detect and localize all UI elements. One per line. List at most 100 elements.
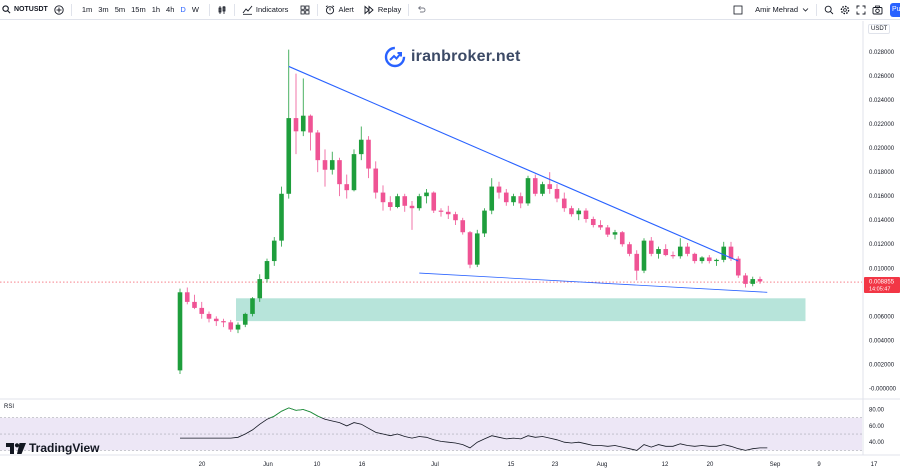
candle-up[interactable]: [511, 196, 516, 203]
candle-up[interactable]: [235, 324, 241, 330]
candle-down[interactable]: [663, 249, 669, 256]
timeframe-w[interactable]: W: [191, 5, 199, 14]
support-trendline[interactable]: [419, 272, 768, 293]
candle-up[interactable]: [489, 186, 495, 211]
alert-button[interactable]: Alert: [322, 0, 356, 20]
candle-down[interactable]: [221, 321, 226, 323]
timeframe-4h[interactable]: 4h: [166, 5, 175, 14]
candle-down[interactable]: [590, 219, 596, 226]
publish-button[interactable]: Pu: [890, 3, 900, 17]
candle-up[interactable]: [242, 313, 248, 325]
candle-down[interactable]: [438, 210, 444, 212]
candle-up[interactable]: [750, 279, 756, 284]
candle-down[interactable]: [402, 196, 408, 206]
candle-down[interactable]: [409, 205, 415, 209]
candle-down[interactable]: [373, 168, 379, 193]
candle-down[interactable]: [648, 240, 654, 254]
candle-down[interactable]: [670, 255, 676, 257]
candle-up[interactable]: [699, 257, 705, 262]
candle-up[interactable]: [677, 246, 683, 257]
candle-down[interactable]: [706, 257, 712, 262]
candle-down[interactable]: [192, 301, 197, 308]
candle-up[interactable]: [540, 184, 545, 194]
candle-down[interactable]: [496, 186, 502, 193]
candle-up[interactable]: [714, 259, 719, 262]
candle-down[interactable]: [199, 307, 205, 314]
candle-up[interactable]: [641, 240, 647, 271]
candle-up[interactable]: [358, 139, 364, 155]
candle-up[interactable]: [416, 196, 422, 209]
timeframe-1h[interactable]: 1h: [151, 5, 161, 14]
chart-type-button[interactable]: [214, 0, 230, 20]
settings-button[interactable]: [837, 0, 853, 20]
candle-down[interactable]: [757, 279, 763, 282]
candle-up[interactable]: [424, 192, 429, 197]
timeframe-5m[interactable]: 5m: [114, 5, 126, 14]
timeframe-d[interactable]: D: [180, 5, 186, 14]
candle-down[interactable]: [728, 246, 734, 259]
candle-down[interactable]: [532, 178, 538, 194]
candle-up[interactable]: [300, 115, 306, 132]
fullscreen-button[interactable]: [853, 0, 869, 20]
candle-down[interactable]: [366, 139, 371, 169]
candle-down[interactable]: [619, 232, 625, 245]
candle-down[interactable]: [605, 227, 611, 235]
candle-down[interactable]: [213, 318, 219, 322]
candle-down[interactable]: [228, 322, 234, 330]
candle-down[interactable]: [634, 253, 640, 271]
candle-up[interactable]: [576, 210, 582, 215]
candle-up[interactable]: [257, 279, 263, 299]
resistance-trendline[interactable]: [288, 65, 739, 262]
candle-down[interactable]: [467, 232, 473, 265]
candle-down[interactable]: [460, 220, 466, 233]
candle-down[interactable]: [569, 208, 574, 215]
candle-down[interactable]: [453, 214, 458, 221]
candle-down[interactable]: [598, 225, 603, 228]
candle-down[interactable]: [627, 244, 632, 254]
candle-down[interactable]: [685, 246, 690, 254]
candle-down[interactable]: [547, 184, 553, 189]
candle-down[interactable]: [344, 184, 350, 191]
candle-down[interactable]: [315, 132, 321, 161]
candle-up[interactable]: [525, 178, 531, 204]
candle-down[interactable]: [431, 192, 437, 211]
timeframe-3m[interactable]: 3m: [98, 5, 109, 14]
candle-up[interactable]: [482, 210, 487, 234]
candle-down[interactable]: [554, 188, 560, 199]
candle-up[interactable]: [264, 261, 270, 280]
user-name[interactable]: Amir Mehrad: [752, 0, 812, 20]
candle-up[interactable]: [351, 154, 357, 191]
candle-up[interactable]: [721, 246, 727, 260]
currency-selector[interactable]: USDT: [868, 24, 891, 34]
candle-up[interactable]: [279, 193, 284, 241]
candle-up[interactable]: [474, 233, 480, 265]
timeframe-15m[interactable]: 15m: [131, 5, 146, 14]
candle-up[interactable]: [612, 232, 618, 235]
candle-up[interactable]: [656, 249, 661, 254]
candle-up[interactable]: [250, 298, 255, 314]
indicators-button[interactable]: Indicators: [239, 0, 292, 20]
layout-square-button[interactable]: [730, 0, 746, 20]
timeframe-1m[interactable]: 1m: [81, 5, 93, 14]
candle-down[interactable]: [445, 211, 451, 215]
candle-down[interactable]: [184, 292, 190, 302]
add-compare-button[interactable]: [51, 0, 67, 20]
candle-down[interactable]: [380, 192, 386, 203]
candle-down[interactable]: [387, 202, 393, 207]
candle-down[interactable]: [308, 115, 313, 133]
candle-up[interactable]: [329, 160, 335, 170]
snapshot-button[interactable]: [869, 0, 886, 20]
candle-down[interactable]: [293, 118, 299, 132]
tradingview-logo[interactable]: TradingView: [6, 441, 99, 455]
replay-button[interactable]: Replay: [361, 0, 404, 20]
candle-up[interactable]: [286, 118, 292, 194]
candle-up[interactable]: [177, 292, 183, 371]
candle-up[interactable]: [271, 240, 277, 262]
candle-down[interactable]: [561, 198, 567, 209]
price-chart[interactable]: 0.028000 0.026000 0.024000 0.022000 0.020000…: [0, 21, 900, 471]
undo-button[interactable]: [413, 0, 429, 20]
candle-down[interactable]: [337, 160, 342, 185]
layout-button[interactable]: [297, 0, 313, 20]
candle-down[interactable]: [518, 196, 524, 204]
candle-down[interactable]: [692, 253, 698, 262]
